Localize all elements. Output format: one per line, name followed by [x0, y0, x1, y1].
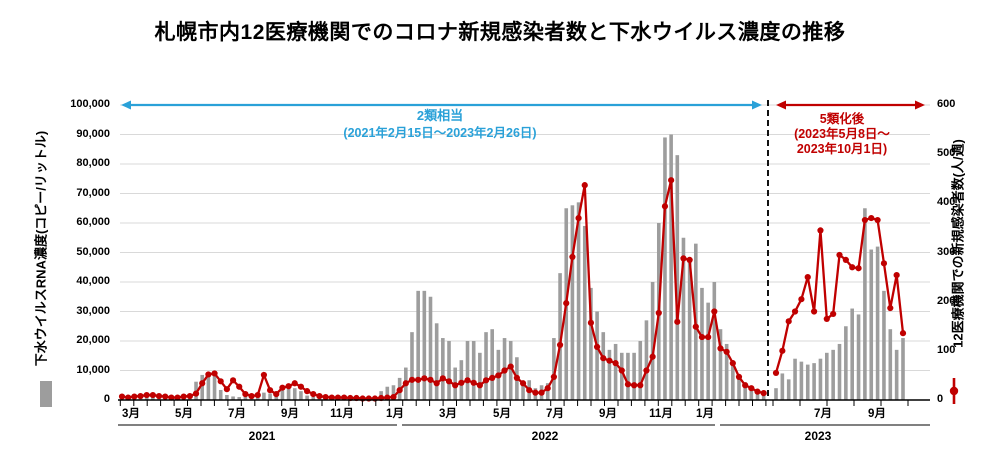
x-axis-month-label: 7月 — [228, 408, 246, 420]
left-axis-tick: 0 — [103, 393, 110, 405]
left-axis-tick: 20,000 — [76, 334, 110, 346]
right-axis-tick: 500 — [937, 147, 956, 160]
x-axis-month-label: 7月 — [814, 408, 832, 420]
chart-title: 札幌市内12医療機関でのコロナ新規感染者数と下水ウイルス濃度の推移 — [154, 21, 846, 44]
x-axis-month-label: 9月 — [868, 408, 886, 420]
left-axis-tick: 100,000 — [70, 98, 110, 110]
left-axis-tick: 90,000 — [76, 127, 110, 140]
right-axis-tick: 200 — [937, 294, 956, 307]
x-axis-year-label: 2023 — [804, 429, 832, 443]
x-axis-year-label: 2021 — [248, 429, 276, 443]
left-axis-tick: 70,000 — [76, 186, 110, 199]
left-axis-tick: 30,000 — [76, 304, 110, 317]
x-axis-month-label: 11月 — [330, 408, 354, 420]
bar-series-legend-swatch — [40, 381, 52, 407]
left-axis-tick: 10,000 — [76, 363, 110, 376]
period2-annotation-dates-1: (2023年5月8日～ — [794, 127, 890, 141]
period1-annotation-dates: (2021年2月15日～2023年2月26日) — [343, 126, 537, 140]
period2-annotation-label: 5類化後 — [819, 112, 865, 126]
period1-annotation-label: 2類相当 — [416, 108, 464, 123]
right-axis-tick: 100 — [937, 343, 956, 356]
right-axis-tick: 0 — [937, 393, 944, 405]
left-axis-tick: 40,000 — [76, 275, 110, 287]
x-axis-month-label: 3月 — [122, 408, 140, 420]
x-axis-year-label: 2022 — [531, 429, 559, 443]
x-axis-month-label: 5月 — [493, 408, 511, 420]
x-axis-month-label: 9月 — [281, 408, 299, 420]
right-axis-tick: 600 — [937, 98, 956, 110]
x-axis-month-label: 11月 — [649, 408, 673, 420]
left-axis-tick: 60,000 — [76, 216, 110, 228]
right-axis-tick: 300 — [937, 245, 956, 258]
period2-annotation-dates-2: 2023年10月1日) — [796, 142, 888, 156]
left-axis-tick: 80,000 — [76, 157, 110, 169]
left-axis-tick: 50,000 — [76, 245, 110, 258]
x-axis-month-label: 1月 — [696, 408, 714, 420]
x-axis-month-label: 5月 — [175, 408, 193, 420]
x-axis-month-label: 9月 — [599, 408, 617, 420]
x-axis-month-label: 7月 — [546, 408, 564, 420]
right-axis-tick: 400 — [937, 196, 956, 209]
x-axis-month-label: 3月 — [439, 408, 457, 420]
x-axis-month-label: 1月 — [386, 408, 404, 420]
